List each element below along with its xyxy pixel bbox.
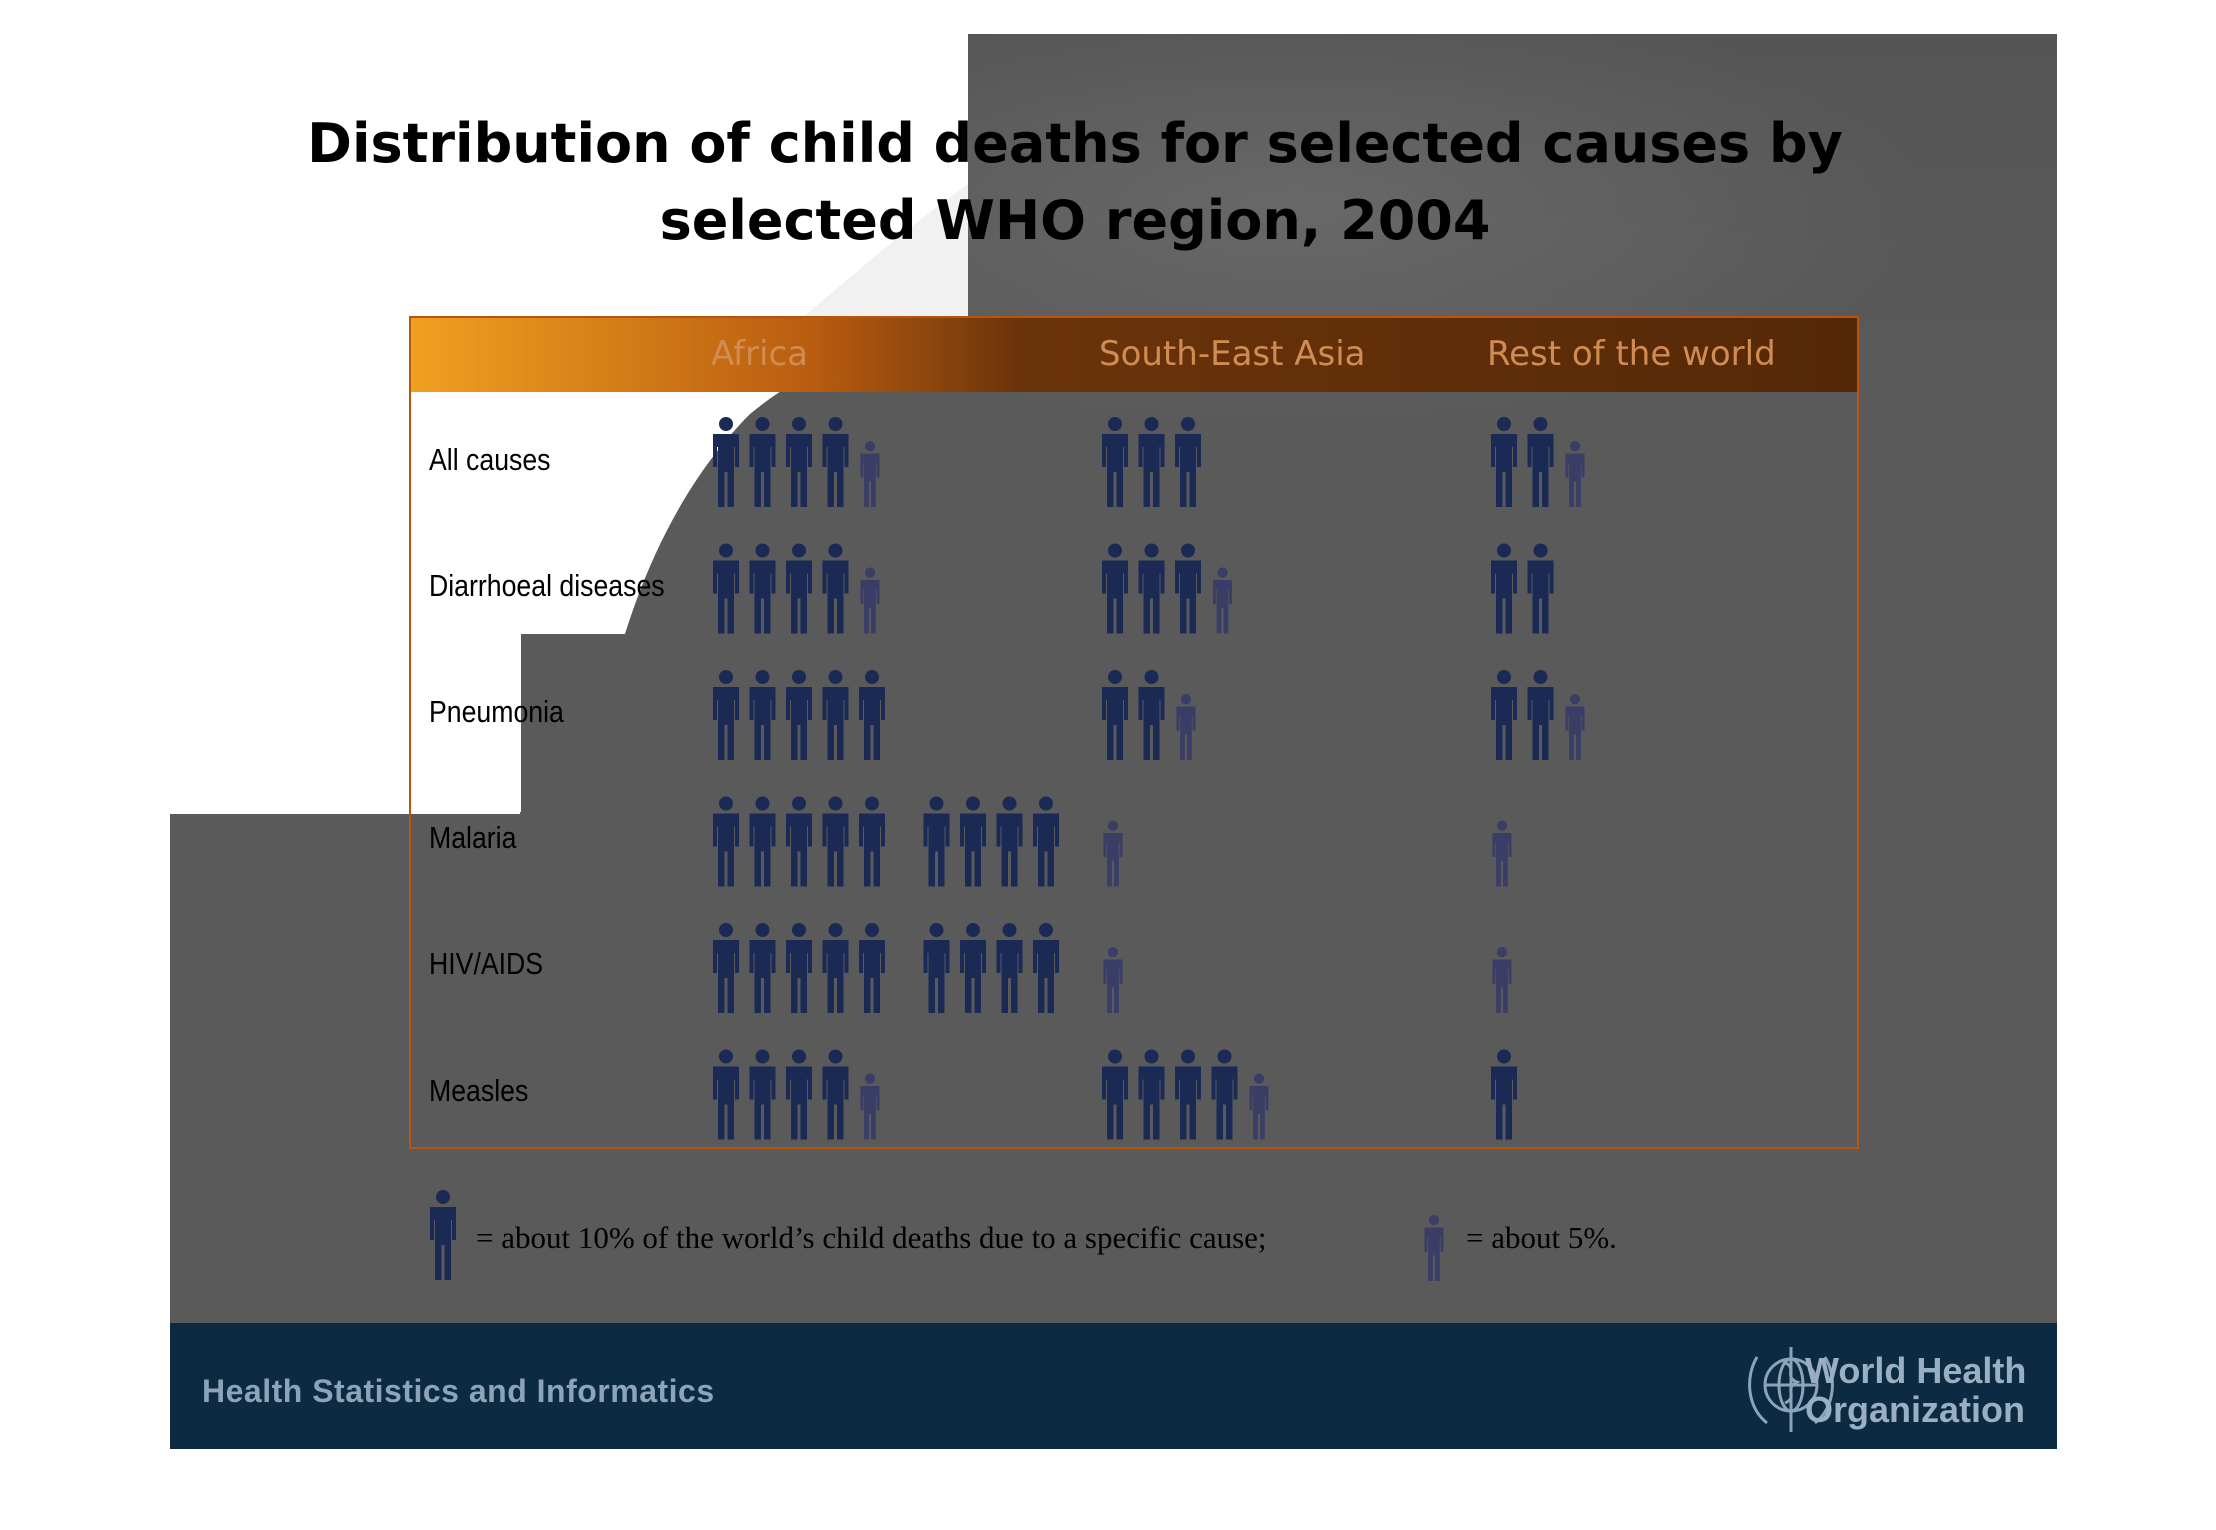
figure-10pct <box>749 796 776 887</box>
figure-10pct <box>1527 417 1554 507</box>
figure-10pct <box>1527 670 1554 760</box>
figure-10pct <box>749 1049 776 1140</box>
figure-10pct <box>749 417 776 507</box>
who-emblem-icon <box>1748 1347 1834 1432</box>
background-map-texture <box>968 34 2057 464</box>
background-panel-mid <box>520 324 2057 824</box>
who-name-line-1: World Health <box>1805 1350 2027 1391</box>
figure-5pct <box>1103 947 1123 1013</box>
row-label-diarrhoeal: Diarrhoeal diseases <box>429 568 665 603</box>
figure-10pct <box>1138 670 1165 760</box>
row-label-pneumonia: Pneumonia <box>429 694 564 729</box>
figure-10pct <box>1491 543 1517 634</box>
figure-5pct <box>1212 567 1233 634</box>
footer-department: Health Statistics and Informatics <box>202 1373 715 1409</box>
figure-10pct <box>786 796 812 887</box>
who-name: World Health Organization <box>1805 1351 2026 1429</box>
figure-10pct <box>1138 417 1165 507</box>
figure-10pct <box>960 923 986 1013</box>
legend-figure-5pct <box>1424 1215 1444 1281</box>
table-header: Africa South-East Asia Rest of the world <box>411 318 1857 392</box>
row-label-all-causes: All causes <box>429 442 551 477</box>
figure-10pct <box>960 796 986 887</box>
legend-big-text: = about 10% of the world’s child deaths … <box>476 1220 1267 1255</box>
row-label-malaria: Malaria <box>429 820 517 855</box>
figure-10pct <box>1527 543 1554 634</box>
figure-10pct <box>996 923 1023 1013</box>
figure-10pct <box>1033 923 1059 1013</box>
figure-5pct <box>860 441 880 507</box>
figure-10pct <box>749 543 776 634</box>
who-name-line-2: Organization <box>1805 1389 2026 1430</box>
figure-5pct <box>1103 820 1123 887</box>
figure-10pct <box>822 923 849 1013</box>
figure-10pct <box>1491 670 1517 760</box>
figure-10pct <box>1211 1049 1238 1140</box>
figure-10pct <box>923 923 950 1013</box>
figure-10pct <box>822 670 849 760</box>
figure-5pct <box>1565 441 1585 507</box>
figure-5pct <box>1492 947 1512 1013</box>
figure-10pct <box>822 1049 849 1140</box>
column-header-south-east-asia: South-East Asia <box>1099 334 1366 374</box>
figure-10pct <box>1175 1049 1201 1140</box>
figure-10pct <box>786 923 812 1013</box>
figure-10pct <box>859 670 885 760</box>
title-line-2: selected WHO region, 2004 <box>659 189 1491 252</box>
figure-10pct <box>822 796 849 887</box>
column-header-rest-of-world: Rest of the world <box>1487 334 1776 374</box>
figure-5pct <box>860 1073 880 1140</box>
figure-10pct <box>713 796 739 887</box>
data-table: Africa South-East Asia Rest of the world… <box>409 316 1859 1149</box>
figure-10pct <box>786 417 812 507</box>
figure-10pct <box>786 1049 812 1140</box>
figure-10pct <box>749 923 776 1013</box>
column-header-africa: Africa <box>711 334 808 374</box>
figure-10pct <box>822 543 849 634</box>
title-line-1: Distribution of child deaths for selecte… <box>307 112 1843 175</box>
figure-10pct <box>996 796 1023 887</box>
slide-background <box>170 34 2057 1449</box>
figure-10pct <box>713 543 739 634</box>
figure-10pct <box>1138 543 1165 634</box>
legend-figure-10pct <box>430 1190 456 1280</box>
figure-5pct <box>860 567 880 634</box>
figure-10pct <box>749 670 776 760</box>
figure-10pct <box>822 417 849 507</box>
figure-10pct <box>1102 1049 1128 1140</box>
figure-10pct <box>786 543 812 634</box>
figure-10pct <box>713 1049 739 1140</box>
figure-10pct <box>713 417 739 507</box>
figure-10pct <box>713 670 739 760</box>
legend-small-text: = about 5%. <box>1466 1220 1617 1255</box>
figure-5pct <box>1249 1073 1269 1140</box>
figure-10pct <box>1102 670 1128 760</box>
figure-10pct <box>923 796 950 887</box>
figure-10pct <box>1102 543 1128 634</box>
figure-10pct <box>859 796 885 887</box>
row-label-hiv-aids: HIV/AIDS <box>429 946 544 981</box>
footer-bar: Health Statistics and Informatics World … <box>170 1323 2057 1449</box>
figure-5pct <box>1492 820 1512 887</box>
figure-10pct <box>1491 417 1517 507</box>
figure-10pct <box>1175 543 1201 634</box>
figure-10pct <box>713 923 739 1013</box>
figure-5pct <box>1176 694 1196 760</box>
row-label-panel <box>411 392 521 812</box>
figure-10pct <box>1175 417 1201 507</box>
chart-title: Distribution of child deaths for selecte… <box>170 105 1980 259</box>
figure-10pct <box>786 670 812 760</box>
figure-10pct <box>1138 1049 1165 1140</box>
row-label-measles: Measles <box>429 1073 529 1108</box>
figure-10pct <box>1102 417 1128 507</box>
figure-10pct <box>1491 1049 1517 1140</box>
figure-10pct <box>1033 796 1059 887</box>
figure-10pct <box>859 923 885 1013</box>
figure-5pct <box>1565 694 1585 760</box>
